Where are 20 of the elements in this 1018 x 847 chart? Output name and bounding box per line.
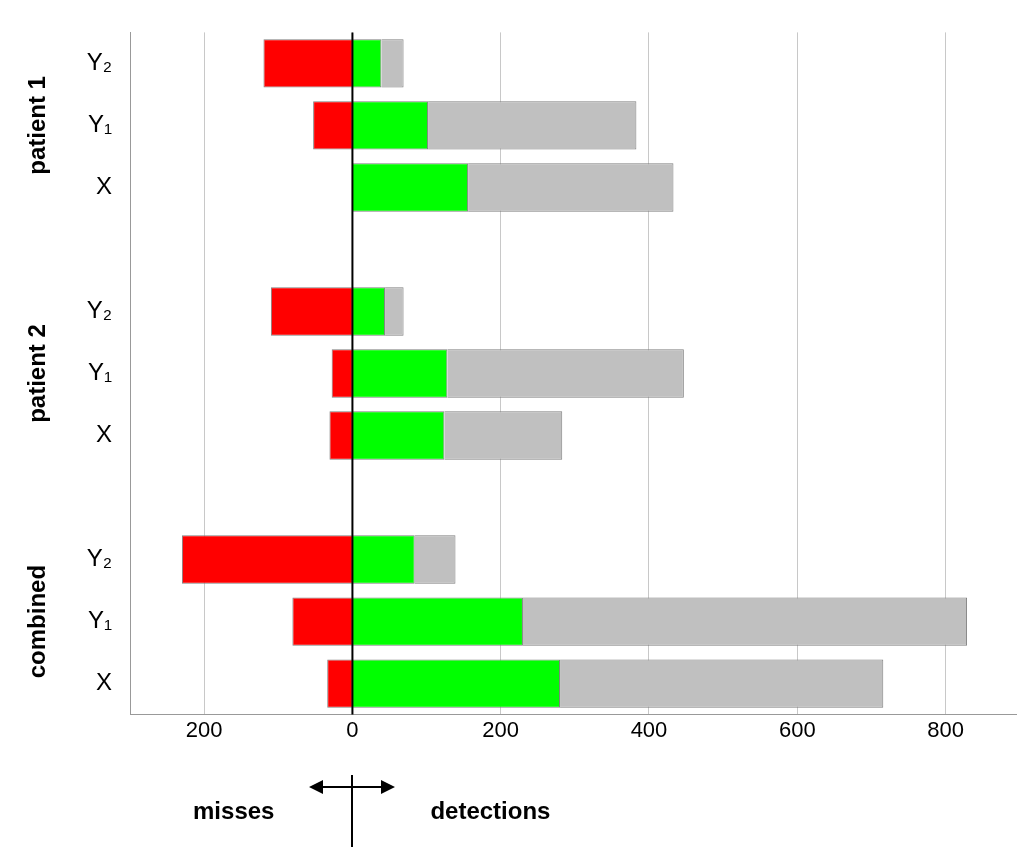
text: combined bbox=[22, 564, 50, 679]
text: patient 1 bbox=[22, 76, 50, 175]
y-tick-label: X bbox=[95, 420, 112, 448]
y-tick-label: X bbox=[95, 172, 112, 200]
y-tick-label: Y₁ bbox=[87, 110, 112, 138]
y-tick-label: Y₂ bbox=[86, 48, 112, 76]
text: detections bbox=[430, 796, 551, 824]
x-tick-label: 0 bbox=[346, 716, 359, 742]
text: patient 2 bbox=[22, 324, 50, 423]
x-tick-label: 200 bbox=[185, 716, 223, 742]
x-tick-label: 200 bbox=[482, 716, 520, 742]
y-tick-label: Y₂ bbox=[86, 296, 112, 324]
text: misses bbox=[193, 796, 275, 824]
y-tick-label: Y₁ bbox=[87, 606, 112, 634]
x-tick-label: 400 bbox=[630, 716, 668, 742]
y-tick-label: Y₂ bbox=[86, 544, 112, 572]
x-tick-label: 600 bbox=[778, 716, 816, 742]
x-tick-label: 800 bbox=[927, 716, 964, 742]
y-tick-label: X bbox=[95, 668, 112, 696]
y-tick-label: Y₁ bbox=[87, 358, 112, 386]
